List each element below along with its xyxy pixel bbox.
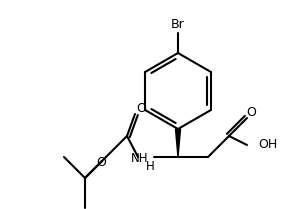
Text: O: O: [96, 155, 106, 168]
Text: NH: NH: [131, 153, 148, 166]
Text: Br: Br: [171, 19, 185, 32]
Polygon shape: [176, 129, 181, 157]
Text: OH: OH: [258, 139, 277, 152]
Text: O: O: [246, 107, 256, 120]
Text: H: H: [146, 159, 154, 172]
Text: O: O: [136, 102, 146, 115]
